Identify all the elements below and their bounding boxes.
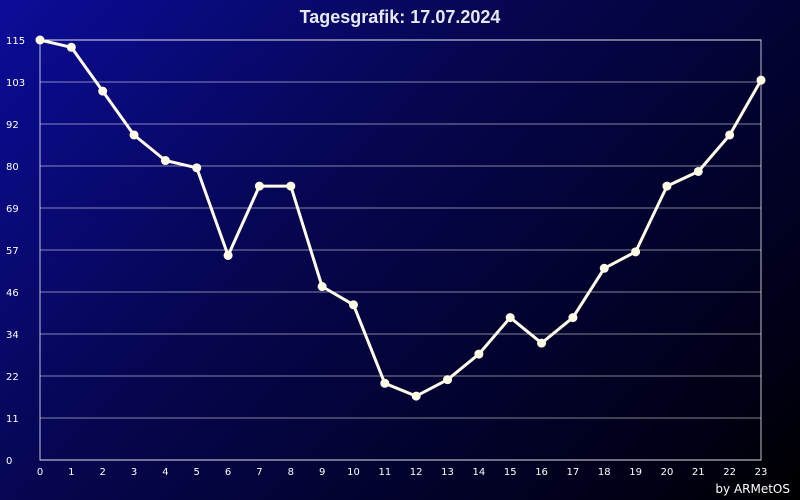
y-tick-label: 11 xyxy=(6,414,19,425)
x-tick-label: 8 xyxy=(288,467,294,478)
x-tick-label: 9 xyxy=(319,467,325,478)
data-point xyxy=(599,263,609,273)
data-point xyxy=(98,86,108,96)
y-tick-label: 57 xyxy=(6,246,19,257)
data-point xyxy=(348,300,358,310)
data-point xyxy=(66,42,76,52)
x-tick-label: 3 xyxy=(131,467,137,478)
data-point xyxy=(129,130,139,140)
data-point xyxy=(568,313,578,323)
x-tick-label: 2 xyxy=(100,467,106,478)
x-tick-label: 5 xyxy=(194,467,200,478)
data-point xyxy=(223,250,233,260)
x-tick-label: 19 xyxy=(629,467,642,478)
x-tick-label: 22 xyxy=(723,467,736,478)
x-tick-label: 15 xyxy=(504,467,517,478)
data-point xyxy=(756,75,766,85)
y-tick-label: 115 xyxy=(6,36,25,47)
y-tick-label: 34 xyxy=(6,330,19,341)
data-point xyxy=(443,375,453,385)
data-point xyxy=(725,130,735,140)
x-tick-label: 20 xyxy=(661,467,674,478)
x-tick-label: 11 xyxy=(378,467,391,478)
x-axis-ticks: 0 1 2 3 4 5 6 7 8 9 10 11 12 13 14 15 16 17 18 19 20 21 22 23 xyxy=(37,467,768,478)
x-tick-label: 0 xyxy=(37,467,43,478)
y-tick-label: 103 xyxy=(6,78,25,89)
data-point xyxy=(286,181,296,191)
y-tick-label: 80 xyxy=(6,162,19,173)
x-tick-label: 14 xyxy=(473,467,486,478)
data-point xyxy=(631,247,641,257)
x-tick-label: 23 xyxy=(755,467,768,478)
x-tick-label: 7 xyxy=(256,467,262,478)
data-point xyxy=(474,349,484,359)
y-tick-label: 92 xyxy=(6,120,19,131)
x-tick-label: 16 xyxy=(535,467,548,478)
x-tick-label: 10 xyxy=(347,467,360,478)
y-tick-label: 22 xyxy=(6,372,19,383)
data-point xyxy=(317,282,327,292)
data-point xyxy=(662,181,672,191)
y-axis-ticks: 0 11 22 34 46 57 69 80 92 103 115 xyxy=(6,36,25,467)
data-point xyxy=(192,163,202,173)
data-point xyxy=(254,181,264,191)
data-point xyxy=(693,166,703,176)
y-tick-label: 0 xyxy=(6,456,12,467)
x-tick-label: 6 xyxy=(225,467,231,478)
y-tick-label: 46 xyxy=(6,288,19,299)
x-tick-label: 17 xyxy=(567,467,580,478)
x-tick-label: 1 xyxy=(68,467,74,478)
series-line xyxy=(39,38,763,398)
x-tick-label: 18 xyxy=(598,467,611,478)
y-tick-label: 69 xyxy=(6,204,19,215)
data-point xyxy=(537,338,547,348)
x-tick-label: 12 xyxy=(410,467,423,478)
data-point xyxy=(505,313,515,323)
x-tick-label: 13 xyxy=(441,467,454,478)
data-point xyxy=(35,35,45,45)
credit-label: by ARMetOS xyxy=(715,482,790,496)
data-point xyxy=(160,156,170,166)
x-tick-label: 21 xyxy=(692,467,705,478)
data-point xyxy=(380,378,390,388)
x-tick-label: 4 xyxy=(162,467,168,478)
data-point xyxy=(411,391,421,401)
gridlines xyxy=(39,39,762,461)
chart-title: Tagesgrafik: 17.07.2024 xyxy=(300,7,501,27)
series-layer xyxy=(35,35,766,401)
